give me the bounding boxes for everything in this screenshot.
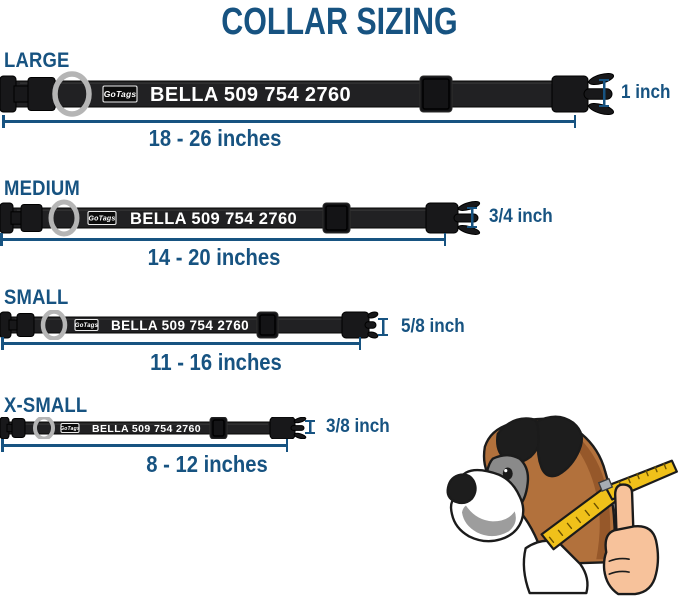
width-bracket-icon [467,207,477,228]
width-bracket-icon [599,79,609,107]
size-label-x-small: X-SMALL [4,394,88,417]
length-measure-line [1,439,288,451]
brand-tag-label: GoTags [89,216,116,223]
width-label-small: 5/8 inch [401,316,465,337]
length-measure-line [2,115,576,127]
collar-image-small: GoTags BELLA 509 754 2760 [0,310,380,340]
length-range-medium: 14 - 20 inches [147,244,281,270]
brand-tag-label: GoTags [60,426,80,432]
boxer-dog-icon [446,415,678,596]
length-measure-line [1,337,361,349]
width-bracket-icon [305,420,315,434]
length-measure-line [0,233,446,245]
page-title: COLLAR SIZING [221,1,458,43]
width-label-x-small: 3/8 inch [326,416,390,437]
collar-image-large: GoTags BELLA 509 754 2760 [0,70,616,118]
brand-tag-label: GoTags [75,323,99,329]
hand-icon [602,483,660,596]
size-label-medium: MEDIUM [4,177,80,200]
collar-image-medium: GoTags BELLA 509 754 2760 [0,198,484,238]
collar-image-x-small: GoTags BELLA 509 754 2760 [0,417,310,439]
length-range-large: 18 - 26 inches [148,125,282,151]
brand-tag-label: GoTags [104,89,137,99]
collar-personalization-text: BELLA 509 754 2760 [150,84,351,106]
collar-personalization-text: BELLA 509 754 2760 [111,318,249,333]
dog-measurement-illustration [430,402,679,596]
size-label-small: SMALL [4,286,69,309]
collar-personalization-text: BELLA 509 754 2760 [92,423,201,435]
length-range-small: 11 - 16 inches [150,349,282,375]
size-label-large: LARGE [4,49,70,72]
collar-personalization-text: BELLA 509 754 2760 [130,210,297,228]
width-label-large: 1 inch [621,82,671,103]
width-bracket-icon [378,318,388,336]
length-range-x-small: 8 - 12 inches [146,451,268,477]
width-label-medium: 3/4 inch [489,206,553,227]
